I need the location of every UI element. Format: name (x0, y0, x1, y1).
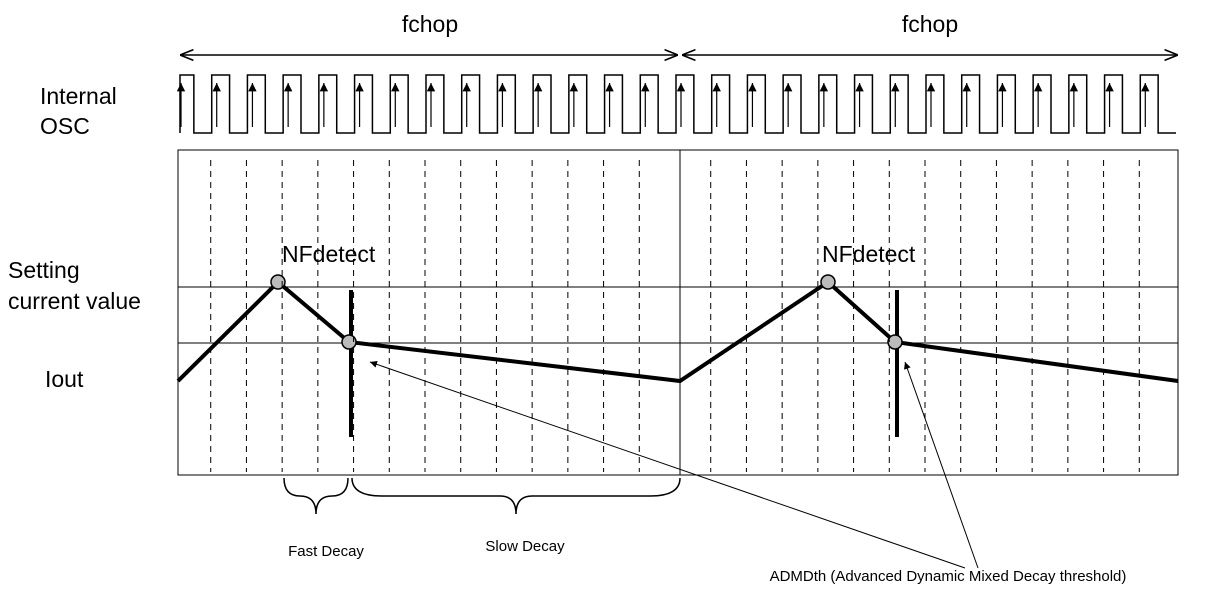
fchop-label: fchop (402, 11, 458, 37)
iout-label: Iout (45, 366, 84, 392)
osc-label: OSC (40, 113, 90, 139)
osc-label: Internal (40, 83, 117, 109)
nfdetect-label: NFdetect (282, 241, 376, 267)
fast-decay-label: Fast Decay (288, 543, 364, 560)
slow-decay-label: Slow Decay (485, 538, 565, 555)
decoration (179, 74, 1176, 134)
setting-label: current value (8, 288, 141, 314)
fchop-label: fchop (902, 11, 958, 37)
nfdetect-label: NFdetect (822, 241, 916, 267)
admdth-label: ADMDth (Advanced Dynamic Mixed Decay thr… (770, 568, 1127, 585)
setting-label: Setting (8, 257, 80, 283)
layout (176, 55, 1179, 569)
